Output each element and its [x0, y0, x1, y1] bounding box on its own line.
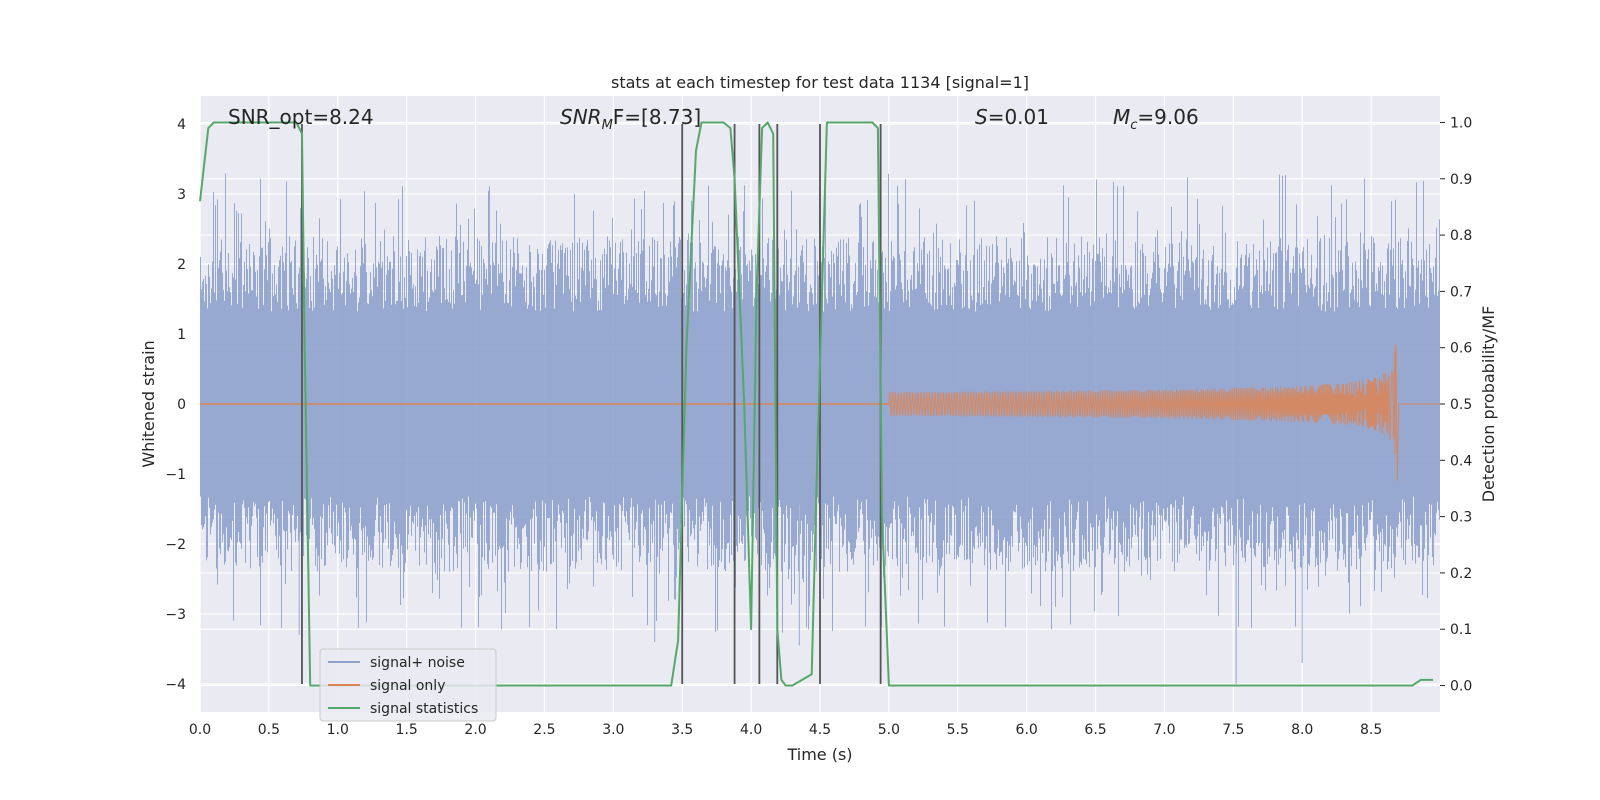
x-tick-label: 1.5	[396, 722, 418, 738]
legend: signal+ noise signal only signal statist…	[319, 648, 497, 722]
legend-label-noise: signal+ noise	[370, 655, 465, 671]
signal-series	[200, 344, 1440, 482]
x-tick-label: 8.5	[1360, 722, 1382, 738]
x-tick-label: 2.5	[533, 722, 555, 738]
y-tick-label: 1	[177, 327, 186, 343]
x-tick-labels: 0.0 0.5 1.0 1.5 2.0 2.5 3.0 3.5 4.0 4.5 5.0 5.5 6.0 6…	[189, 722, 1382, 738]
y2-tick-label: 0.4	[1450, 453, 1472, 469]
x-tick-label: 3.0	[602, 722, 624, 738]
x-tick-label: 6.5	[1084, 722, 1106, 738]
annotation-s-symbol: S	[975, 105, 988, 129]
y-tick-label: −4	[165, 677, 186, 693]
x-axis-label: Time (s)	[786, 745, 852, 764]
y2-tick-label: 0.9	[1450, 172, 1472, 188]
y2-tick-label: 0.6	[1450, 341, 1472, 357]
annotation-snr-mf-rest: F=[8.73]	[613, 105, 701, 129]
legend-label-signal: signal only	[370, 678, 445, 694]
y-tick-label: 0	[177, 397, 186, 413]
x-tick-label: 0.0	[189, 722, 211, 738]
y2-axis-label: Detection probability/MF	[1479, 306, 1498, 503]
y2-tick-label: 0.2	[1450, 566, 1472, 582]
x-tick-label: 5.5	[947, 722, 969, 738]
signal-trace	[888, 344, 1440, 482]
x-tick-label: 6.0	[1016, 722, 1038, 738]
y2-tick-label: 0.5	[1450, 397, 1472, 413]
annotation-s-value: =0.01	[988, 105, 1049, 129]
annotation-s: S=0.01	[975, 105, 1049, 129]
y-tick-label: −2	[165, 537, 186, 553]
y-axis-label: Whitened strain	[139, 340, 158, 467]
y2-tick-label: 0.8	[1450, 228, 1472, 244]
annotation-snr-mf: SNRMF=[8.73]	[560, 105, 701, 133]
annotation-mc: Mc=9.06	[1113, 105, 1199, 133]
annotation-mc-sub: c	[1130, 118, 1137, 133]
annotation-mc-symbol: M	[1113, 105, 1130, 129]
y-tick-label: −1	[165, 467, 186, 483]
statistics-series	[199, 121, 1434, 687]
statistics-line	[199, 121, 1434, 687]
y-tick-label: 2	[177, 257, 186, 273]
x-tick-label: 2.0	[464, 722, 486, 738]
y2-tick-labels: 1.0 0.9 0.8 0.7 0.6 0.5 0.4 0.3 0.2 0.1 0.0	[1440, 115, 1472, 695]
y2-tick-label: 0.3	[1450, 510, 1472, 526]
x-tick-label: 8.0	[1291, 722, 1313, 738]
annotation-snr-mf-base: SNR	[560, 105, 602, 129]
annotation-mc-value: =9.06	[1137, 105, 1198, 129]
y2-tick-label: 0.7	[1450, 284, 1472, 300]
legend-label-statistics: signal statistics	[370, 701, 478, 717]
annotation-snr-mf-sub: M	[602, 118, 613, 133]
x-tick-label: 7.5	[1222, 722, 1244, 738]
y2-tick-label: 1.0	[1450, 115, 1472, 131]
y-tick-label: −3	[165, 607, 186, 623]
legend-box	[319, 648, 497, 722]
x-tick-label: 0.5	[258, 722, 280, 738]
annotation-snr-opt: SNR_opt=8.24	[228, 105, 374, 129]
y2-tick-label: 0.1	[1450, 622, 1472, 638]
x-tick-label: 4.0	[740, 722, 762, 738]
y-tick-labels: 4 3 2 1 0 −1 −2 −3 −4	[165, 117, 186, 693]
chart-title: stats at each timestep for test data 113…	[611, 73, 1029, 92]
y-tick-label: 3	[177, 187, 186, 203]
x-tick-label: 5.0	[878, 722, 900, 738]
x-tick-label: 1.0	[327, 722, 349, 738]
x-tick-label: 4.5	[809, 722, 831, 738]
y2-tick-label: 0.0	[1450, 679, 1472, 695]
y-tick-label: 4	[177, 117, 186, 133]
x-tick-label: 7.0	[1153, 722, 1175, 738]
x-tick-label: 3.5	[671, 722, 693, 738]
